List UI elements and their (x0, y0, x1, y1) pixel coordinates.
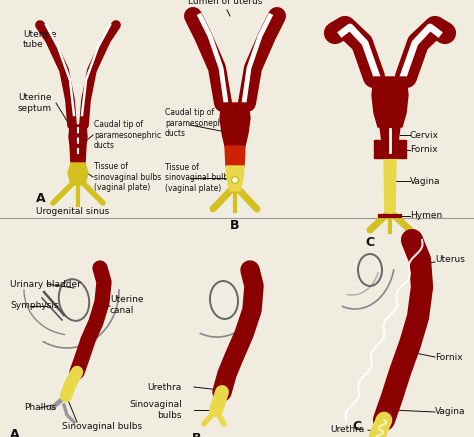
Text: C: C (352, 420, 361, 433)
Circle shape (231, 177, 238, 184)
Text: Fornix: Fornix (435, 353, 463, 361)
Text: Vagina: Vagina (410, 177, 440, 185)
Text: Tissue of
sinovaginal bulbs
(vaginal plate): Tissue of sinovaginal bulbs (vaginal pla… (165, 163, 232, 193)
Text: Phallus: Phallus (24, 403, 56, 413)
Polygon shape (225, 146, 245, 166)
Text: B: B (192, 432, 201, 437)
Text: Hymen: Hymen (410, 212, 442, 221)
Text: Uterine
canal: Uterine canal (110, 295, 144, 315)
Polygon shape (374, 140, 383, 158)
Text: Uterus: Uterus (435, 256, 465, 264)
Text: Sinovaginal
bulbs: Sinovaginal bulbs (129, 400, 182, 420)
Text: Cervix: Cervix (410, 131, 439, 139)
Text: Caudal tip of
paramesonephric
ducts: Caudal tip of paramesonephric ducts (165, 108, 232, 138)
Polygon shape (397, 140, 406, 158)
Text: Uterine
septum: Uterine septum (18, 94, 52, 113)
Text: Symphysis: Symphysis (10, 301, 59, 309)
Text: Urethra: Urethra (331, 426, 365, 434)
Text: Vagina: Vagina (435, 407, 465, 416)
Polygon shape (384, 156, 396, 216)
Text: Fornix: Fornix (410, 146, 438, 155)
Polygon shape (69, 125, 87, 163)
Text: Urethra: Urethra (148, 382, 182, 392)
Polygon shape (372, 77, 408, 127)
Text: Lumen of uterus: Lumen of uterus (188, 0, 262, 6)
Text: Caudal tip of
paramesonephric
ducts: Caudal tip of paramesonephric ducts (94, 120, 161, 150)
Polygon shape (226, 166, 244, 191)
Polygon shape (220, 103, 250, 146)
Polygon shape (68, 163, 88, 185)
Text: A: A (36, 192, 46, 205)
Polygon shape (380, 127, 400, 142)
Text: Urinary bladder: Urinary bladder (10, 280, 81, 289)
Text: A: A (10, 428, 19, 437)
Text: C: C (365, 236, 374, 249)
Text: Tissue of
sinovaginal bulbs
(vaginal plate): Tissue of sinovaginal bulbs (vaginal pla… (94, 162, 161, 192)
Text: Sinovaginal bulbs: Sinovaginal bulbs (62, 422, 142, 431)
Text: Urogenital sinus: Urogenital sinus (36, 207, 109, 216)
Text: Uterine
tube: Uterine tube (23, 30, 56, 49)
Text: B: B (230, 219, 239, 232)
